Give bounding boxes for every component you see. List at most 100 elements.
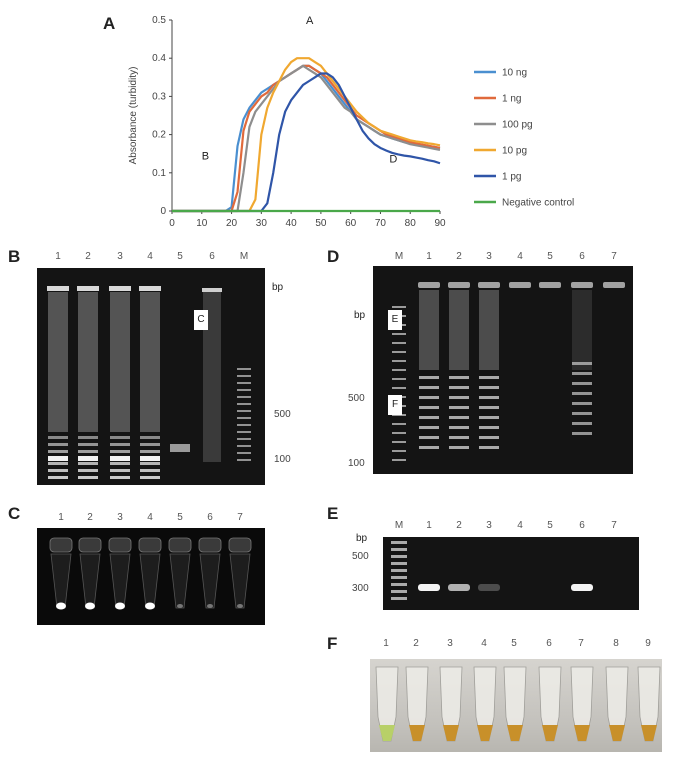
gel-b-marker-band	[237, 403, 251, 405]
gel-d-marker-band	[392, 333, 406, 335]
gel-b-marker-band	[237, 424, 251, 426]
gel-d-lane-label-5: 5	[547, 251, 553, 262]
panel-label-c: C	[8, 504, 21, 523]
tubes-f-lane-label-3: 3	[447, 638, 453, 649]
tubes-c-lane-label-2: 2	[87, 512, 93, 523]
gel-d-smear-6	[572, 290, 592, 370]
gel-d-band	[449, 386, 469, 389]
gel-d-lane-label-7: 7	[611, 251, 617, 262]
gel-b-band	[110, 469, 130, 472]
gel-d-band	[479, 426, 499, 429]
tubes-f-lane-label-7: 7	[578, 638, 584, 649]
gel-e-band-3	[478, 584, 500, 591]
tube-f-liquid	[507, 725, 523, 741]
tubes-f-lane-label-2: 2	[413, 638, 419, 649]
series-line-2	[172, 64, 441, 213]
gel-d-lane-label-6: 6	[579, 251, 585, 262]
chart-annotation-b: B	[202, 150, 209, 162]
gel-b-lane-label-M: M	[239, 251, 249, 262]
gel-b-band-bright	[140, 456, 160, 461]
series-line-3	[172, 57, 441, 213]
gel-e-lane-label-6: 6	[579, 520, 585, 531]
tube-c-cap	[198, 537, 222, 553]
gel-e-marker-300: 300	[352, 583, 369, 594]
y-tick-label: 0.1	[152, 168, 166, 179]
gel-d-well-4	[509, 282, 531, 288]
gel-d-band	[449, 406, 469, 409]
tubes-f-lane-label-5: 5	[511, 638, 517, 649]
gel-d-marker-band	[392, 432, 406, 434]
gel-d-marker-500: 500	[348, 393, 365, 404]
gel-b-smear-0	[48, 292, 68, 432]
gel-e-lane-label-2: 2	[456, 520, 462, 531]
gel-d-band	[572, 422, 592, 425]
gel-d-marker-band	[392, 423, 406, 425]
gel-e-band-1	[418, 584, 440, 591]
gel-d-band	[419, 426, 439, 429]
gel-d-band	[572, 402, 592, 405]
tubes-c-lane-label-1: 1	[58, 512, 64, 523]
tubes-c-lane-label-5: 5	[177, 512, 183, 523]
tube-f-liquid	[542, 725, 558, 741]
gel-b-marker-band	[237, 375, 251, 377]
gel-b-overlay-label: C	[194, 310, 208, 330]
gel-b-band	[110, 462, 130, 465]
tube-c-body	[109, 553, 131, 609]
tubes-c	[49, 537, 252, 610]
gel-b-band	[140, 436, 160, 439]
gel-d-unit-label: bp	[354, 310, 366, 321]
gel-d-well-2	[448, 282, 470, 288]
x-tick-label: 10	[196, 218, 208, 229]
gel-b-band	[48, 443, 68, 446]
tubes-c-lane-label-6: 6	[207, 512, 213, 523]
gel-b-bands	[47, 286, 251, 479]
tube-c-glow	[177, 604, 183, 608]
gel-d-band	[479, 396, 499, 399]
gel-b-lane-label-2: 2	[85, 251, 91, 262]
turbidity-chart: 0 0.1 0.2 0.3 0.4 0.5 0 10 20 30 40 50 60 70 80 90 Absor…	[128, 15, 574, 229]
tubes-f-lane-label-4: 4	[481, 638, 487, 649]
tube-f-liquid	[409, 725, 425, 741]
y-tick-label: 0.5	[152, 15, 166, 26]
y-axis-label: Absorbance (turbidity)	[128, 67, 139, 165]
tube-c-body	[229, 553, 251, 609]
gel-d-marker-band	[392, 441, 406, 443]
x-tick-label: 80	[405, 218, 417, 229]
gel-b-well-2	[109, 286, 131, 291]
tubes-f-lane-label-1: 1	[383, 638, 389, 649]
y-tick-label: 0.2	[152, 130, 166, 141]
gel-e-band-6	[571, 584, 593, 591]
gel-e-lane-label-M: M	[394, 520, 404, 531]
gel-d-band	[419, 436, 439, 439]
gel-b-band	[110, 436, 130, 439]
gel-b-band	[78, 443, 98, 446]
gel-d-band	[479, 436, 499, 439]
gel-b-marker-100: 100	[274, 454, 291, 465]
tube-c-body	[169, 553, 191, 609]
gel-e-band-2	[448, 584, 470, 591]
gel-e-marker-band	[391, 541, 407, 544]
gel-d-band	[479, 376, 499, 379]
panel-label-b: B	[8, 247, 21, 266]
gel-b-band	[140, 450, 160, 453]
gel-d-marker-band	[392, 351, 406, 353]
gel-d-band	[419, 396, 439, 399]
gel-d-marker-100: 100	[348, 458, 365, 469]
gel-d-marker-band	[392, 360, 406, 362]
gel-d-band	[449, 416, 469, 419]
tubes-f-lane-label-6: 6	[546, 638, 552, 649]
gel-d-well-6	[571, 282, 593, 288]
tube-c-glow	[237, 604, 243, 608]
gel-b-lane6-smear	[203, 292, 221, 462]
legend-label-5: Negative control	[502, 198, 574, 209]
gel-e	[383, 537, 639, 610]
gel-d-band	[449, 446, 469, 449]
gel-b-band	[48, 462, 68, 465]
panel-label-e: E	[327, 504, 339, 523]
gel-b-smear-1	[78, 292, 98, 432]
tube-c-glow	[207, 604, 213, 608]
legend-label-2: 100 pg	[502, 120, 533, 131]
gel-b-lane6-well	[202, 288, 222, 292]
gel-d-lane-label-1: 1	[426, 251, 432, 262]
gel-b-marker-500: 500	[274, 409, 291, 420]
